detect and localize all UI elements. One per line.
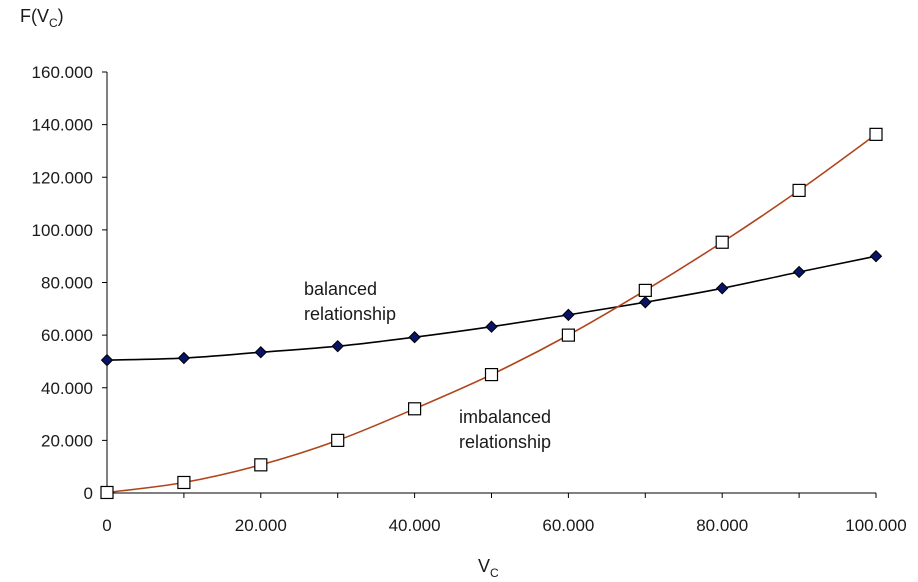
y-tick-label: 60.000	[41, 326, 93, 345]
y-tick-label: 120.000	[32, 168, 93, 187]
point-balanced	[715, 282, 729, 295]
y-tick-label: 80.000	[41, 274, 93, 293]
y-tick-label: 140.000	[32, 116, 93, 135]
point-imbalanced	[792, 183, 806, 198]
x-axis-ticks: 0 20.000 40.000 60.000 80.000 100.000	[102, 493, 907, 535]
annotation-imbalanced-line-1: imbalanced	[459, 407, 551, 427]
annotation-balanced-line-1: balanced	[304, 279, 377, 299]
point-balanced	[408, 331, 421, 344]
series-line-balanced	[106, 255, 877, 361]
point-balanced	[177, 351, 191, 365]
y-axis-ticks: 0 20.000 40.000 60.000 80.000 100.000 120.000 1…	[32, 63, 107, 503]
annotation-balanced: balanced relationship	[304, 279, 396, 324]
x-axis-title-main: V	[478, 556, 490, 576]
y-axis-title-sub: C	[49, 16, 58, 30]
point-balanced	[562, 308, 575, 322]
x-tick-label: 20.000	[235, 516, 287, 535]
annotation-balanced-line-2: relationship	[304, 304, 396, 324]
point-imbalanced	[408, 402, 422, 416]
point-balanced	[792, 265, 806, 279]
y-axis-title: F(VC)	[20, 6, 64, 30]
point-imbalanced	[561, 328, 576, 342]
x-tick-label: 60.000	[542, 516, 594, 535]
annotation-imbalanced: imbalanced relationship	[459, 407, 556, 452]
y-tick-label: 160.000	[32, 63, 93, 82]
annotation-imbalanced-line-2: relationship	[459, 432, 551, 452]
point-imbalanced	[177, 475, 191, 490]
point-imbalanced	[869, 127, 883, 141]
x-axis-title: VC	[478, 556, 499, 580]
series-balanced	[100, 249, 883, 367]
point-imbalanced	[715, 235, 729, 249]
y-tick-label: 20.000	[41, 431, 93, 450]
point-balanced	[639, 296, 652, 309]
x-tick-label: 0	[102, 516, 111, 535]
point-balanced	[331, 339, 344, 353]
point-balanced	[485, 320, 498, 333]
point-balanced	[869, 249, 883, 263]
y-tick-label: 0	[84, 484, 93, 503]
point-balanced	[254, 346, 268, 359]
y-tick-label: 100.000	[32, 221, 93, 240]
point-balanced	[100, 353, 114, 367]
y-axis-title-close: )	[58, 6, 64, 26]
x-tick-label: 80.000	[696, 516, 748, 535]
point-imbalanced	[100, 485, 114, 500]
y-tick-label: 40.000	[41, 379, 93, 398]
point-imbalanced	[484, 367, 499, 382]
y-axis-title-main: F(V	[20, 6, 49, 26]
point-imbalanced	[638, 283, 652, 297]
axes	[106, 72, 876, 494]
x-tick-label: 40.000	[389, 516, 441, 535]
x-axis-title-sub: C	[490, 566, 499, 580]
series-layer	[100, 127, 883, 500]
point-imbalanced	[254, 458, 268, 472]
point-imbalanced	[331, 433, 345, 447]
x-tick-label: 100.000	[845, 516, 906, 535]
series-imbalanced	[100, 127, 883, 500]
